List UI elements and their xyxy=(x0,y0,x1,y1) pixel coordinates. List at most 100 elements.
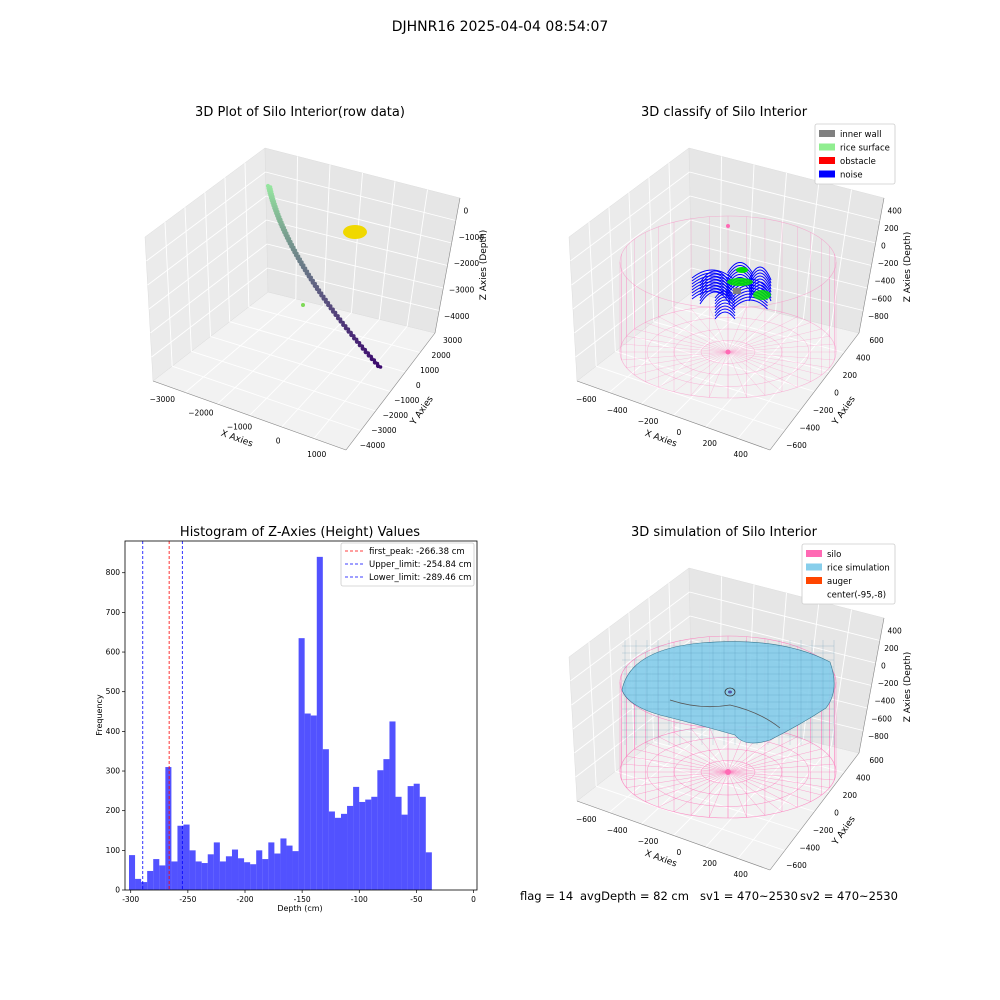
histogram-bar xyxy=(147,870,154,890)
simulation-plot-title: 3D simulation of Silo Interior xyxy=(631,525,818,540)
grid-line xyxy=(830,189,852,327)
y-tick-label: 600 xyxy=(106,648,121,657)
y-tick-label: −600 xyxy=(786,441,807,450)
z-tick-label: −400 xyxy=(875,697,896,706)
z-tick-label: −2000 xyxy=(454,259,480,268)
z-tick-label: 0 xyxy=(881,662,886,671)
y-tick-label: 300 xyxy=(106,767,121,776)
histogram-bar xyxy=(171,861,178,890)
z-tick-label: 200 xyxy=(884,644,899,653)
histogram-bar xyxy=(401,814,408,890)
y-tick-label: −3000 xyxy=(371,426,397,435)
y-tick-label: 200 xyxy=(843,371,858,380)
noise-arc xyxy=(714,311,736,320)
silo-floor-spoke xyxy=(727,736,798,773)
silo-floor-spoke xyxy=(634,328,729,353)
z-tick-label: −800 xyxy=(868,732,889,741)
y-tick-label: 0 xyxy=(115,886,120,895)
silo-floor-spoke xyxy=(727,351,798,388)
raw-point xyxy=(378,365,383,369)
noise-arc xyxy=(714,290,736,299)
histogram-bar xyxy=(135,878,142,890)
silo-floor-spoke xyxy=(727,771,835,781)
x-tick-label: −600 xyxy=(576,815,597,824)
noise-arc xyxy=(691,269,733,279)
silo-floor-spoke xyxy=(727,308,766,353)
silo-floor-spoke xyxy=(727,351,766,396)
noise-arc xyxy=(748,281,772,296)
x-tick-label: 0 xyxy=(471,895,476,904)
x-tick-label: −1000 xyxy=(227,423,253,432)
histogram-bar xyxy=(189,850,196,890)
histogram-bar xyxy=(129,855,136,890)
x-tick-label: -50 xyxy=(410,895,422,904)
silo-floor-spoke xyxy=(621,343,729,353)
silo-floor-spoke xyxy=(727,771,811,802)
legend-label: first_peak: -266.38 cm xyxy=(369,547,465,557)
histogram-bar xyxy=(177,825,184,890)
x-tick-label: 400 xyxy=(734,870,749,879)
x-tick-label: 200 xyxy=(703,859,718,868)
x-tick-label: -150 xyxy=(294,895,311,904)
histogram-bar xyxy=(316,556,323,890)
histogram-bar xyxy=(425,852,432,890)
x-tick-label: 400 xyxy=(734,450,749,459)
legend-swatch xyxy=(819,130,835,137)
z-axis-line xyxy=(858,617,885,754)
histogram-bar xyxy=(280,838,287,890)
histogram-x-ticks: -300 -250 -200 -150 -100 -50 0 xyxy=(122,890,476,904)
y-tick-label: −4000 xyxy=(360,441,386,450)
histogram-bar xyxy=(183,824,190,890)
raw-z-axis-label: Z Axies (Depth) xyxy=(479,230,489,301)
z-tick-label: −4000 xyxy=(444,312,470,321)
y-tick-label: −200 xyxy=(813,406,834,415)
inner-wall-patch xyxy=(733,288,741,294)
grid-line xyxy=(406,189,428,327)
silo-top-center xyxy=(726,224,730,228)
x-tick-label: -250 xyxy=(179,895,196,904)
silo-floor-spoke xyxy=(658,736,729,773)
histogram-x-axis-label: Depth (cm) xyxy=(277,904,322,913)
histogram-bar xyxy=(371,796,378,890)
silo-floor-spoke xyxy=(673,351,729,392)
histogram-bar xyxy=(341,813,348,890)
y-tick-label: 500 xyxy=(106,687,121,696)
silo-floor-center xyxy=(725,349,731,355)
histogram-bar xyxy=(256,850,263,890)
x-tick-label: −400 xyxy=(607,826,628,835)
y-axis-line xyxy=(345,332,436,451)
silo-floor-spoke xyxy=(634,351,729,376)
raw-plot-title: 3D Plot of Silo Interior(row data) xyxy=(195,105,405,120)
histogram-bar xyxy=(365,799,372,890)
noise-arc xyxy=(748,275,772,290)
legend-label: rice simulation xyxy=(827,564,890,574)
z-tick-label: 0 xyxy=(464,207,469,216)
histogram-bar xyxy=(347,805,354,890)
legend-swatch xyxy=(819,157,835,164)
histogram-bar xyxy=(395,796,402,890)
x-tick-label: −200 xyxy=(638,417,659,426)
y-tick-label: 200 xyxy=(843,791,858,800)
y-tick-label: 1000 xyxy=(420,366,439,375)
classify-legend: inner wall rice surface obstacle noise xyxy=(814,123,896,185)
classify-z-axis-label: Z Axies (Depth) xyxy=(903,232,913,303)
silo-floor-spoke xyxy=(673,771,729,812)
raw-yellow-cluster xyxy=(343,225,367,239)
silo-floor-spoke xyxy=(727,771,747,818)
legend-label: Upper_limit: -254.84 cm xyxy=(369,560,472,570)
histogram-bar xyxy=(141,882,148,890)
grid-line xyxy=(737,745,832,859)
y-tick-label: 0 xyxy=(416,381,421,390)
silo-floor-spoke xyxy=(626,771,729,788)
legend-swatch xyxy=(819,170,835,178)
y-tick-label: 0 xyxy=(834,809,839,818)
histogram-bar xyxy=(334,817,341,890)
histogram-bar xyxy=(304,713,311,890)
classify-y-axis-label: Y Axies xyxy=(830,394,858,427)
silo-floor-spoke xyxy=(727,771,830,788)
classify-x-ticks: −600 −400 −200 0 200 400 xyxy=(576,395,748,459)
legend-label: inner wall xyxy=(840,130,881,140)
silo-floor-spoke xyxy=(727,763,835,773)
classify-plot-title: 3D classify of Silo Interior xyxy=(641,105,808,120)
